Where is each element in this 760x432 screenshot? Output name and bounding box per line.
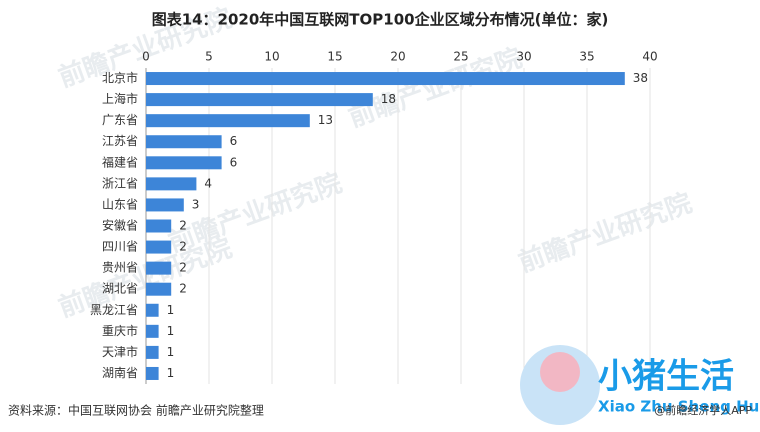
y-tick-label: 天津市 — [102, 344, 138, 359]
value-label: 6 — [230, 134, 238, 148]
bar — [146, 303, 159, 317]
value-label: 1 — [167, 366, 175, 380]
y-tick-label: 福建省 — [102, 154, 138, 169]
value-label: 2 — [179, 261, 187, 275]
source: 资料来源：中国互联网协会 前瞻产业研究院整理 — [8, 403, 264, 418]
value-label: 4 — [204, 176, 212, 190]
x-tick-label: 5 — [205, 50, 213, 64]
x-tick-label: 15 — [327, 50, 342, 64]
bar — [146, 324, 159, 338]
y-tick-label: 北京市 — [102, 70, 138, 85]
y-tick-label: 江苏省 — [102, 134, 138, 148]
chart-title: 图表14：2020年中国互联网TOP100企业区域分布情况(单位：家) — [152, 11, 609, 29]
value-label: 38 — [633, 71, 648, 85]
bar — [146, 240, 172, 254]
y-tick-label: 四川省 — [102, 240, 138, 254]
y-tick-label: 上海市 — [102, 91, 138, 106]
x-tick-label: 10 — [264, 50, 279, 64]
value-label: 1 — [167, 303, 175, 317]
bar — [146, 282, 172, 296]
value-label: 18 — [381, 92, 396, 106]
value-label: 6 — [230, 155, 238, 169]
bar — [146, 114, 310, 128]
y-tick-label: 贵州省 — [102, 261, 138, 275]
bar — [146, 93, 373, 107]
bar — [146, 177, 197, 191]
bar — [146, 261, 172, 275]
y-tick-label: 湖北省 — [102, 281, 138, 296]
bar — [146, 219, 172, 233]
y-tick-label: 重庆市 — [102, 323, 138, 338]
bar — [146, 345, 159, 359]
credit: @前瞻经济学人APP — [654, 403, 752, 417]
value-label: 2 — [179, 240, 187, 254]
y-tick-label: 湖南省 — [102, 365, 138, 380]
x-tick-label: 35 — [579, 50, 594, 64]
bar — [146, 135, 222, 149]
logo-subtitle: Xiao Zhu Sheng Huo — [598, 398, 760, 416]
bar — [146, 156, 222, 170]
value-label: 13 — [318, 113, 333, 127]
x-tick-label: 40 — [642, 50, 657, 64]
x-tick-label: 25 — [453, 50, 468, 64]
watermark: 前瞻产业研究院 — [344, 42, 526, 133]
value-label: 1 — [167, 345, 175, 359]
value-label: 3 — [192, 197, 200, 211]
x-tick-label: 30 — [516, 50, 531, 64]
y-tick-label: 浙江省 — [102, 176, 138, 190]
value-label: 2 — [179, 219, 187, 233]
value-label: 1 — [167, 324, 175, 338]
y-tick-label: 山东省 — [102, 197, 138, 211]
y-tick-label: 安徽省 — [102, 218, 138, 233]
bar — [146, 198, 184, 212]
bar — [146, 72, 625, 86]
value-label: 2 — [179, 282, 187, 296]
y-tick-label: 黑龙江省 — [90, 303, 138, 317]
logo-pig — [540, 352, 580, 392]
bar — [146, 366, 159, 380]
watermark: 前瞻产业研究院 — [514, 187, 696, 278]
x-tick-label: 20 — [390, 50, 405, 64]
y-tick-label: 广东省 — [102, 113, 138, 127]
x-tick-label: 0 — [142, 50, 150, 64]
logo: 小猪生活 — [598, 357, 734, 397]
